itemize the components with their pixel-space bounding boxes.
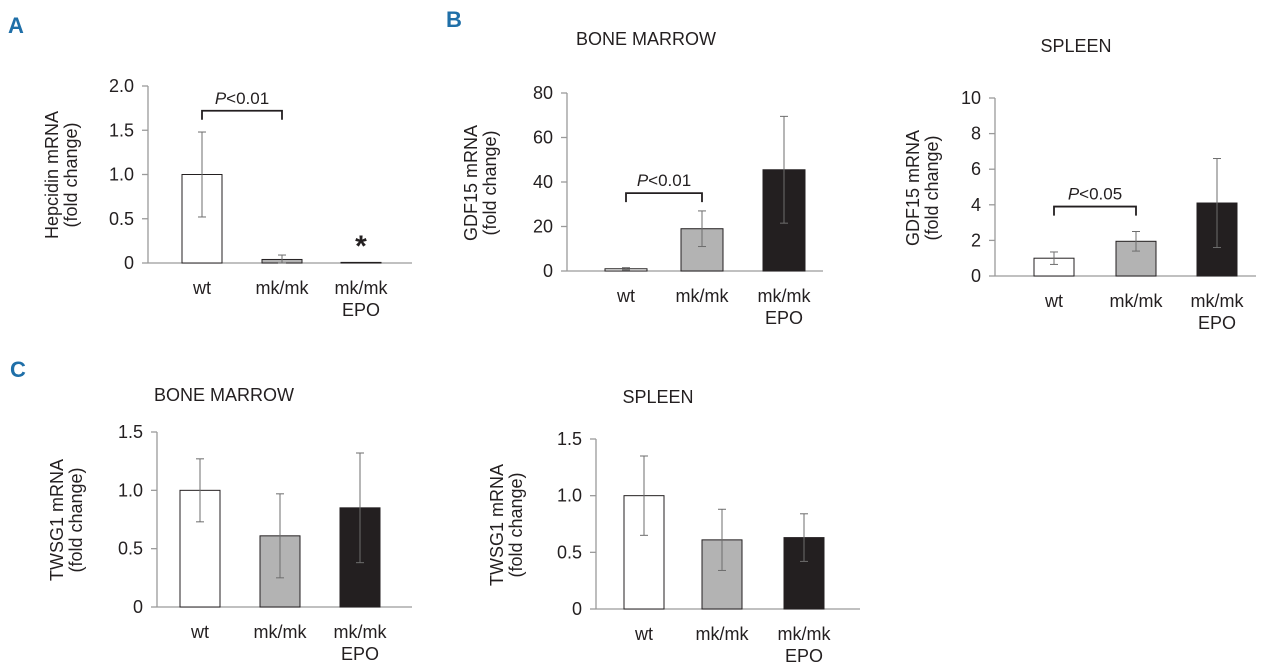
y-tick-label: 0 (572, 599, 582, 619)
x-tick-label: mk/mk (676, 286, 730, 306)
significance-bracket (201, 109, 283, 120)
y-axis-label: GDF15 mRNA(fold change) (903, 130, 942, 246)
chart-title: BONE MARROW (154, 385, 294, 405)
x-tick-label: mk/mk (1110, 291, 1164, 311)
y-axis-label-line: TWSG1 mRNA (487, 464, 507, 586)
y-tick-label: 1.0 (557, 486, 582, 506)
y-axis-label: GDF15 mRNA(fold change) (461, 125, 500, 241)
bar-3 (340, 261, 382, 264)
p-value-label: P<0.01 (637, 171, 691, 190)
y-tick-label: 4 (971, 195, 981, 215)
y-tick-label: 1.5 (109, 120, 134, 140)
x-tick-label: mk/mk (256, 278, 310, 298)
y-axis-label-unit: (fold change) (61, 122, 81, 227)
x-tick-label: mk/mk (696, 624, 750, 644)
x-tick-label: mk/mk (1191, 291, 1245, 311)
chart-panel-b2: SPLEEN 0 2 4 6 8 10 GDF15 mRNA(fold change) wt mk… (903, 36, 1256, 333)
y-tick-label: 1.0 (109, 165, 134, 185)
p-value-label: P<0.05 (1068, 185, 1122, 204)
p-value-label: P<0.01 (215, 89, 269, 108)
y-tick-label: 60 (533, 128, 553, 148)
y-axis-label-line: TWSG1 mRNA (47, 459, 67, 581)
significance-bracket (625, 192, 703, 203)
significance-bracket (1053, 205, 1137, 216)
y-axis-label: TWSG1 mRNA(fold change) (487, 464, 526, 586)
y-tick-label: 1.5 (557, 429, 582, 449)
y-tick-label: 1.0 (118, 480, 143, 500)
y-axis-label-line: GDF15 mRNA (461, 125, 481, 241)
x-tick-label: wt (190, 622, 209, 642)
x-tick-label: mk/mk (758, 286, 812, 306)
panel-label: B (446, 7, 462, 32)
p-value-threshold: <0.01 (226, 89, 269, 108)
y-tick-label: 40 (533, 172, 553, 192)
y-tick-label: 80 (533, 83, 553, 103)
y-axis-label: TWSG1 mRNA(fold change) (47, 459, 86, 581)
y-axis-label-unit: (fold change) (922, 135, 942, 240)
x-tick-label: EPO (342, 300, 380, 320)
y-axis-label-unit: (fold change) (506, 472, 526, 577)
x-tick-label: EPO (765, 308, 803, 328)
y-tick-label: 0 (124, 253, 134, 273)
chart-title: SPLEEN (1040, 36, 1111, 56)
x-tick-label: wt (634, 624, 653, 644)
y-tick-label: 2 (971, 230, 981, 250)
y-tick-label: 6 (971, 159, 981, 179)
panel-label: C (10, 357, 26, 382)
y-axis-label-line: GDF15 mRNA (903, 130, 923, 246)
y-tick-label: 0.5 (109, 209, 134, 229)
y-tick-label: 0 (133, 597, 143, 617)
x-tick-label: mk/mk (335, 278, 389, 298)
p-value-symbol: P (1068, 185, 1080, 204)
x-tick-label: EPO (785, 646, 823, 666)
chart-title: BONE MARROW (576, 29, 716, 49)
y-tick-label: 0 (971, 266, 981, 286)
y-axis-label-line: Hepcidin mRNA (42, 111, 62, 239)
chart-panel-c1: C BONE MARROW 0 0.5 1.0 1.5 TWSG1 mRNA(fold ch… (10, 357, 412, 664)
y-axis-label: Hepcidin mRNA(fold change) (42, 111, 81, 239)
y-tick-label: 20 (533, 217, 553, 237)
y-tick-label: 10 (961, 88, 981, 108)
y-tick-label: 8 (971, 124, 981, 144)
chart-panel-a: A 0 0.5 1.0 1.5 2.0 Hepcidin mRNA(fold change)… (8, 13, 412, 320)
y-tick-label: 0 (543, 261, 553, 281)
x-tick-label: EPO (341, 644, 379, 664)
y-axis-label-unit: (fold change) (480, 130, 500, 235)
chart-title: SPLEEN (622, 387, 693, 407)
y-tick-label: 2.0 (109, 76, 134, 96)
p-value-threshold: <0.01 (648, 171, 691, 190)
x-tick-label: mk/mk (778, 624, 832, 644)
p-value-symbol: P (215, 89, 227, 108)
chart-panel-b1: B BONE MARROW 0 20 40 60 80 GDF15 mRNA(fold cha… (446, 7, 823, 328)
y-tick-label: 0.5 (118, 539, 143, 559)
x-tick-label: wt (192, 278, 211, 298)
y-axis-label-unit: (fold change) (66, 467, 86, 572)
panel-label: A (8, 13, 24, 38)
x-tick-label: mk/mk (334, 622, 388, 642)
x-tick-label: EPO (1198, 313, 1236, 333)
x-tick-label: wt (616, 286, 635, 306)
y-tick-label: 0.5 (557, 542, 582, 562)
x-tick-label: mk/mk (254, 622, 308, 642)
p-value-symbol: P (637, 171, 649, 190)
chart-panel-c2: SPLEEN 0 0.5 1.0 1.5 TWSG1 mRNA(fold change) w… (487, 387, 860, 666)
y-tick-label: 1.5 (118, 422, 143, 442)
x-tick-label: wt (1044, 291, 1063, 311)
p-value-threshold: <0.05 (1079, 185, 1122, 204)
significance-asterisk: * (355, 230, 367, 263)
